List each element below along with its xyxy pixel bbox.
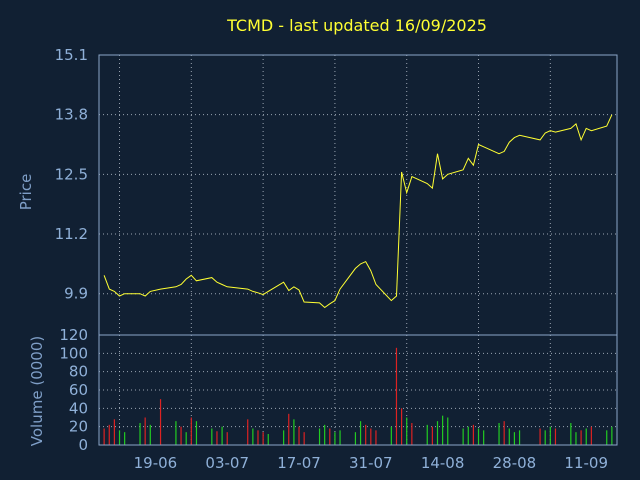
price-tick-labels: 9.9 11.2 12.5 13.8 15.1 bbox=[55, 46, 88, 303]
chart-title: TCMD - last updated 16/09/2025 bbox=[226, 16, 487, 35]
volume-tick-label: 120 bbox=[59, 326, 88, 344]
volume-tick-label: 0 bbox=[78, 436, 88, 454]
date-tick-labels: 19-06 03-07 17-07 31-07 14-08 28-08 11-09 bbox=[134, 454, 608, 472]
volume-axis-label: Volume (0000) bbox=[28, 336, 46, 446]
volume-tick-label: 40 bbox=[69, 399, 88, 417]
volume-grid bbox=[99, 335, 617, 445]
price-panel-frame bbox=[98, 54, 618, 336]
date-tick-label: 31-07 bbox=[349, 454, 393, 472]
price-tick-label: 15.1 bbox=[55, 46, 88, 64]
volume-tick-label: 20 bbox=[69, 418, 88, 436]
date-tick-label: 11-09 bbox=[564, 454, 608, 472]
volume-tick-label: 60 bbox=[69, 381, 88, 399]
price-plot bbox=[103, 114, 613, 309]
date-tick-label: 28-08 bbox=[493, 454, 537, 472]
volume-tick-label: 80 bbox=[69, 363, 88, 381]
price-tick-label: 9.9 bbox=[64, 285, 88, 303]
price-tick-label: 12.5 bbox=[55, 165, 88, 183]
price-tick-label: 11.2 bbox=[55, 225, 88, 243]
volume-tick-label: 100 bbox=[59, 344, 88, 362]
price-series-line bbox=[103, 114, 613, 309]
volume-bars bbox=[103, 347, 613, 445]
volume-panel-frame bbox=[98, 334, 618, 446]
price-axis-label: Price bbox=[17, 174, 35, 211]
price-tick-label: 13.8 bbox=[55, 106, 88, 124]
date-tick-label: 17-07 bbox=[277, 454, 321, 472]
date-tick-label: 19-06 bbox=[134, 454, 178, 472]
price-grid bbox=[99, 54, 617, 335]
date-tick-label: 03-07 bbox=[205, 454, 249, 472]
date-tick-label: 14-08 bbox=[421, 454, 465, 472]
